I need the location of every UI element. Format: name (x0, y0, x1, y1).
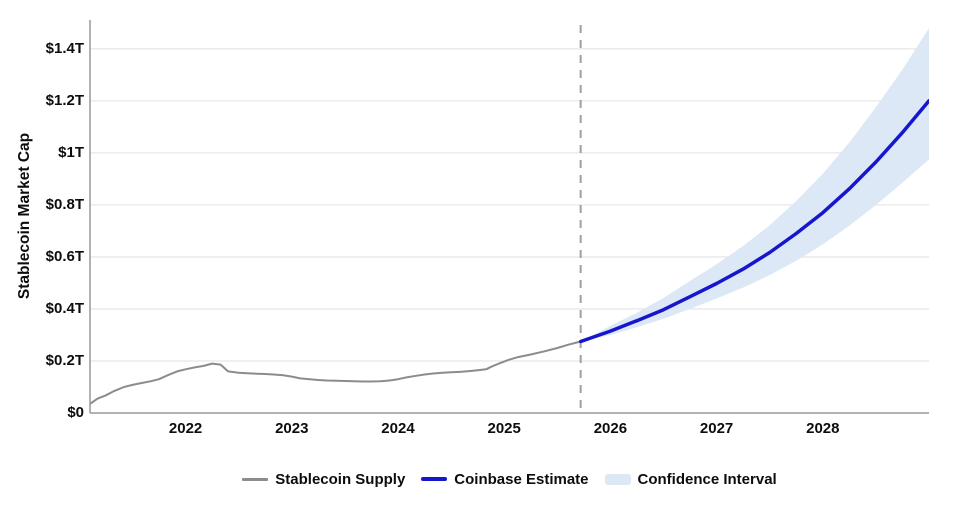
forecast-line (578, 99, 929, 344)
x-tick-label: 2024 (381, 420, 415, 437)
legend-item-confidence-interval[interactable]: Confidence Interval (604, 470, 777, 488)
blue-line-swatch-icon (421, 477, 448, 481)
x-tick-label: 2028 (806, 420, 840, 437)
gray-line-swatch-icon (242, 477, 269, 481)
y-tick-label: $0.2T (45, 351, 84, 369)
history-line (90, 340, 582, 405)
legend-item-coinbase-estimate[interactable]: Coinbase Estimate (421, 470, 589, 488)
x-tick-label: 2023 (275, 420, 309, 437)
y-tick-label: $0.8T (45, 195, 84, 213)
x-tick-label: 2026 (593, 420, 628, 437)
legend-label: Stablecoin Supply (275, 470, 406, 488)
x-tick-label: 2022 (168, 420, 203, 437)
y-tick-label: $1.4T (45, 39, 84, 57)
y-tick-label: $0 (67, 404, 84, 421)
legend-label: Coinbase Estimate (454, 470, 589, 488)
y-tick-label: $1.2T (45, 91, 84, 109)
confidence-band (580, 28, 929, 342)
y-tick-label: $0.4T (45, 299, 84, 317)
y-tick-label: $0.6T (45, 247, 84, 265)
x-tick-label: 2025 (487, 420, 521, 437)
x-tick-label: 2027 (699, 420, 734, 437)
legend-label: Confidence Interval (637, 470, 777, 488)
y-tick-label: $1T (58, 143, 84, 161)
legend-item-stablecoin-supply[interactable]: Stablecoin Supply (242, 471, 405, 488)
legend: Stablecoin Supply Coinbase Estimate Conf… (90, 467, 929, 491)
band-swatch-icon (604, 473, 631, 485)
